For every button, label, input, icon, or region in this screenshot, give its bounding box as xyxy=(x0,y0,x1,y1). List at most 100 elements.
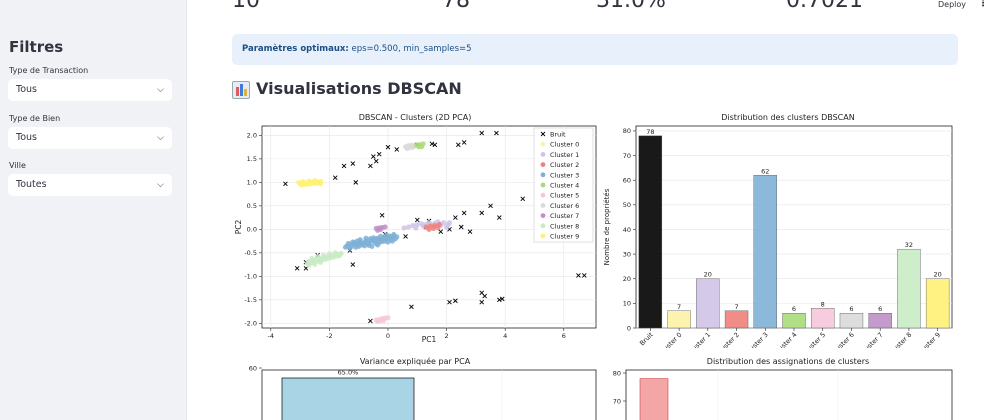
cluster-point xyxy=(378,226,384,232)
y-tick-label: 50 xyxy=(623,201,631,209)
noise-point xyxy=(453,298,458,304)
noise-point xyxy=(461,140,467,145)
noise-point xyxy=(482,293,487,299)
noise-point xyxy=(403,234,408,239)
transaction-type-value: Tous xyxy=(16,84,37,95)
legend-marker xyxy=(540,152,546,157)
noise-point xyxy=(479,210,485,216)
city-select[interactable]: Toutes ⌵ xyxy=(8,174,172,196)
noise-point xyxy=(494,130,499,136)
cluster-point xyxy=(326,251,332,257)
params-value: eps=0.500, min_samples=5 xyxy=(348,44,472,54)
noise-point xyxy=(455,142,461,148)
y-tick-label: 60 xyxy=(623,176,631,184)
y-tick-label: 0.5 xyxy=(247,202,257,210)
legend-label: Cluster 5 xyxy=(550,192,579,200)
noise-point xyxy=(429,141,435,147)
property-type-value: Tous xyxy=(16,132,37,143)
metric-value: 0.7021 xyxy=(786,0,863,13)
y-tick-label: 80 xyxy=(613,369,621,377)
legend-label: Cluster 9 xyxy=(550,233,579,241)
assignment-frame xyxy=(625,369,953,420)
x-tick-label: Cluster 4 xyxy=(772,331,798,348)
bar-value-label: 7 xyxy=(677,303,681,311)
city-value: Toutes xyxy=(16,179,47,190)
assignment-title: Distribution des assignations de cluster… xyxy=(707,357,869,366)
x-tick-label: Bruit xyxy=(638,330,655,347)
bar xyxy=(868,313,892,329)
cluster-point xyxy=(369,243,375,249)
legend-label: Cluster 7 xyxy=(550,212,579,220)
metric-value: 78 xyxy=(442,0,470,13)
cluster-point xyxy=(337,253,343,259)
cluster-point xyxy=(446,220,453,226)
legend-label: Bruit xyxy=(550,131,566,139)
bar-value-label: 6 xyxy=(849,305,853,313)
deploy-button[interactable]: Deploy xyxy=(937,0,966,9)
scatter-legend-items: Bruit Cluster 0 Cluster 1 Cluster 2 Cluster … xyxy=(540,131,579,241)
noise-point xyxy=(353,180,359,185)
noise-point xyxy=(376,151,382,157)
bar-value-label: 7 xyxy=(734,303,738,311)
noise-point xyxy=(368,163,373,169)
bar-value-label: 20 xyxy=(933,271,941,279)
legend-marker xyxy=(540,203,546,208)
cluster-point xyxy=(410,144,416,150)
bar-value-label: 6 xyxy=(878,305,882,313)
x-tick-label: -2 xyxy=(326,332,332,340)
cluster-point xyxy=(405,224,412,230)
noise-point xyxy=(479,299,485,305)
y-tick-label: 10 xyxy=(623,300,631,308)
scatter-chart: DBSCAN - Clusters (2D PCA) -4 -2 0 2 4 6-2.0-… xyxy=(234,113,597,344)
chevron-down-icon: ⌵ xyxy=(157,133,164,143)
bar-value-label: 78 xyxy=(646,128,654,136)
property-type-select[interactable]: Tous ⌵ xyxy=(8,127,172,149)
noise-point xyxy=(520,196,526,202)
cluster-point xyxy=(383,232,390,238)
noise-point xyxy=(499,296,505,302)
y-tick-label: 0 xyxy=(627,324,631,332)
cluster-point xyxy=(342,244,349,250)
x-tick-label: Cluster 1 xyxy=(686,331,712,348)
transaction-type-select[interactable]: Tous ⌵ xyxy=(8,79,172,101)
cluster-point xyxy=(320,252,327,258)
legend-marker xyxy=(540,192,546,198)
cluster-point xyxy=(306,262,312,268)
bar xyxy=(782,313,806,329)
sidebar: Filtres Type de Transaction Tous ⌵ Type … xyxy=(0,0,187,420)
legend-marker xyxy=(540,141,546,147)
cluster-point xyxy=(353,244,359,250)
noise-point xyxy=(432,142,438,148)
x-tick-label: Cluster 0 xyxy=(657,331,683,348)
cluster-point xyxy=(443,224,450,230)
cluster-point xyxy=(347,245,353,251)
bar xyxy=(281,377,415,420)
kebab-menu-icon[interactable]: ⋮ xyxy=(978,0,988,9)
cluster-point xyxy=(382,224,388,230)
cluster-point xyxy=(317,181,324,187)
cluster-point xyxy=(354,238,360,244)
x-tick-label: 6 xyxy=(562,332,566,340)
bar-value-label: 8 xyxy=(821,300,825,308)
bar-value-label: 6 xyxy=(792,305,796,313)
legend-label: Cluster 4 xyxy=(550,182,579,190)
cluster-point xyxy=(309,255,315,262)
noise-point xyxy=(453,215,458,220)
noise-point xyxy=(368,318,373,324)
cluster-point xyxy=(401,225,407,231)
cluster-point xyxy=(300,178,306,185)
cluster-point xyxy=(296,179,302,185)
y-tick-label: 60 xyxy=(249,364,257,372)
noise-point xyxy=(379,212,385,218)
noise-point xyxy=(371,154,376,159)
legend-label: Cluster 0 xyxy=(550,141,579,149)
variance-chart: Variance expliquée par PCA 60 65.0% xyxy=(249,356,597,420)
noise-point xyxy=(341,163,347,169)
noise-point xyxy=(479,130,485,136)
chevron-down-icon: ⌵ xyxy=(157,180,164,190)
x-tick-label: Cluster 3 xyxy=(743,331,769,348)
cluster-point xyxy=(435,224,441,231)
cluster-point xyxy=(359,242,365,248)
metrics-row: 10 78 31.0% 0.7021 xyxy=(230,0,950,18)
